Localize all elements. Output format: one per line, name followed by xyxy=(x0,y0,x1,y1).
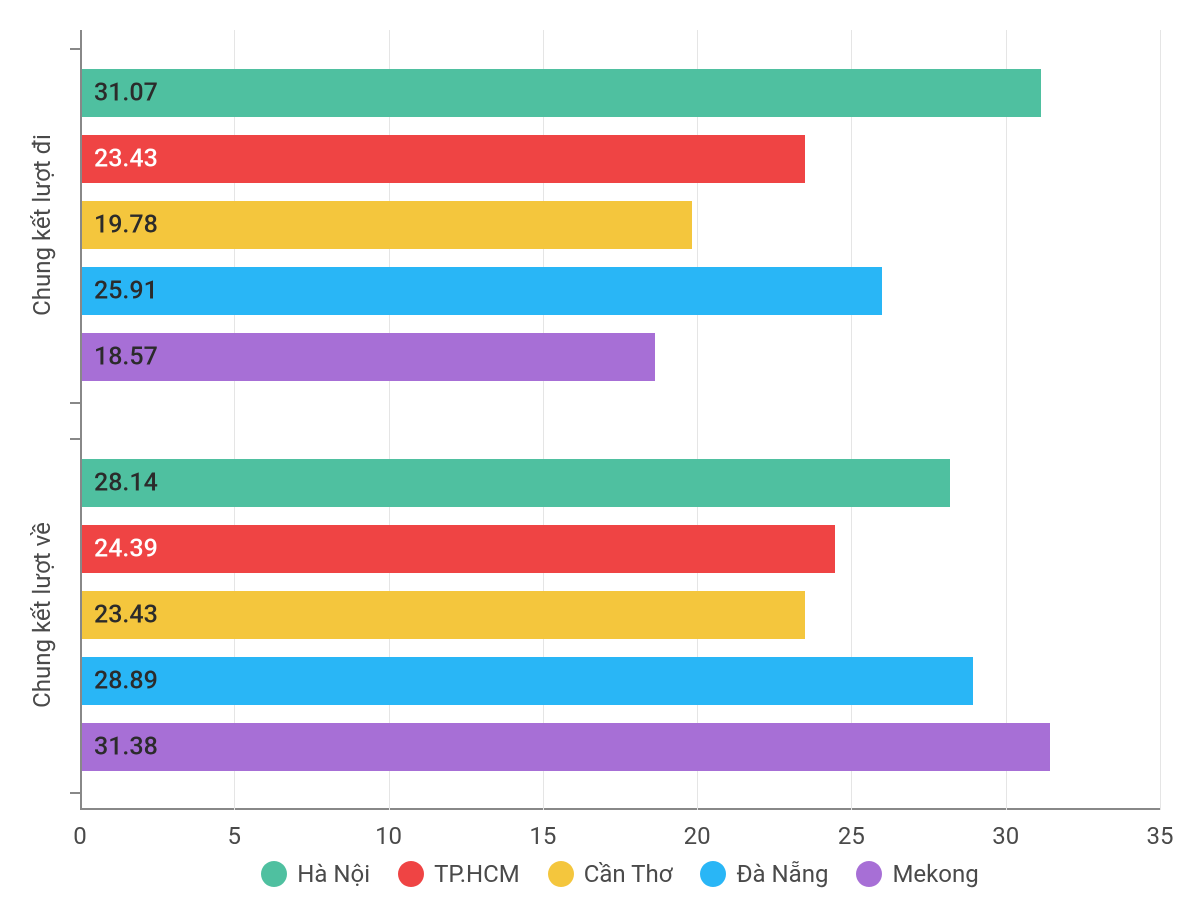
bar-value-label: 18.57 xyxy=(94,343,158,372)
legend-item: TP.HCM xyxy=(398,860,520,888)
bar-value-label: 28.14 xyxy=(94,469,158,498)
x-tick-label: 20 xyxy=(684,822,711,850)
y-tick xyxy=(70,792,80,794)
bar-value-label: 23.43 xyxy=(94,145,158,174)
bar xyxy=(82,69,1041,117)
bar-value-label: 25.91 xyxy=(94,277,158,306)
bar xyxy=(82,267,882,315)
bar xyxy=(82,135,805,183)
bar xyxy=(82,525,835,573)
x-axis-line xyxy=(80,808,1160,810)
bar-value-label: 28.89 xyxy=(94,667,158,696)
y-tick xyxy=(70,48,80,50)
bar xyxy=(82,591,805,639)
grid-line xyxy=(1006,30,1007,810)
legend-swatch xyxy=(700,861,726,887)
legend-label: Mekong xyxy=(892,860,978,888)
legend: Hà Nội TP.HCM Cần Thơ Đà Nẵng Mekong xyxy=(80,860,1160,888)
y-category-label: Chung kết lượt về xyxy=(28,435,56,795)
x-tick-label: 25 xyxy=(838,822,865,850)
legend-swatch xyxy=(548,861,574,887)
bar xyxy=(82,459,950,507)
x-tick-label: 30 xyxy=(992,822,1019,850)
y-category-label: Chung kết lượt đi xyxy=(28,45,56,405)
bar xyxy=(82,657,973,705)
legend-label: Cần Thơ xyxy=(584,860,673,888)
legend-item: Mekong xyxy=(856,860,978,888)
bar-value-label: 24.39 xyxy=(94,535,158,564)
x-tick-label: 0 xyxy=(73,822,87,850)
legend-label: Đà Nẵng xyxy=(736,860,828,888)
legend-swatch xyxy=(856,861,882,887)
legend-item: Đà Nẵng xyxy=(700,860,828,888)
y-tick xyxy=(70,438,80,440)
legend-item: Cần Thơ xyxy=(548,860,673,888)
bar-value-label: 19.78 xyxy=(94,211,158,240)
bar-value-label: 23.43 xyxy=(94,601,158,630)
y-tick xyxy=(70,402,80,404)
legend-label: Hà Nội xyxy=(297,860,370,888)
x-tick-label: 5 xyxy=(228,822,242,850)
bar-value-label: 31.38 xyxy=(94,733,158,762)
plot-area: 0510152025303531.0723.4319.7825.9118.57C… xyxy=(80,30,1160,810)
legend-item: Hà Nội xyxy=(261,860,370,888)
x-tick-label: 35 xyxy=(1147,822,1174,850)
legend-label: TP.HCM xyxy=(434,860,520,888)
legend-swatch xyxy=(398,861,424,887)
x-tick-label: 10 xyxy=(375,822,402,850)
bar xyxy=(82,723,1050,771)
grid-line xyxy=(1160,30,1161,810)
bar-value-label: 31.07 xyxy=(94,79,158,108)
chart-container: 0510152025303531.0723.4319.7825.9118.57C… xyxy=(80,30,1160,810)
x-tick-label: 15 xyxy=(529,822,556,850)
legend-swatch xyxy=(261,861,287,887)
bar xyxy=(82,333,655,381)
bar xyxy=(82,201,692,249)
